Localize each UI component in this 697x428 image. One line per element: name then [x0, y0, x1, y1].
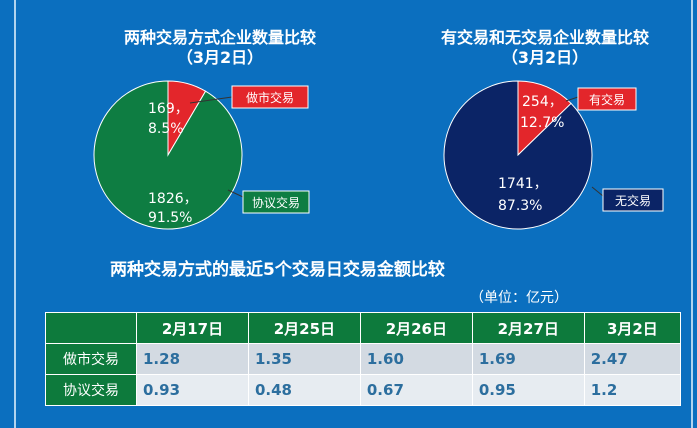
pie2-legend-no-trade: 无交易	[615, 193, 651, 208]
pie1-label-agreement-count: 1826，	[148, 191, 198, 207]
pie2-slice-no-trade	[443, 80, 593, 230]
pie2-leader-no-trade	[591, 186, 604, 197]
table-cell: 0.93	[136, 374, 249, 406]
pie2-legend-box-no-trade	[602, 188, 664, 212]
pie1-legend-box-market-making	[231, 85, 309, 109]
left-border-line	[14, 0, 16, 428]
pie2-label-no-trade-percent: 87.3%	[498, 198, 542, 214]
table-cell: 1.2	[583, 374, 682, 406]
pie2-legend-box-with-trade	[577, 87, 637, 111]
table-row-header: 协议交易	[45, 374, 137, 406]
pie1-legend-market-making: 做市交易	[246, 90, 294, 105]
table-col-header: 2月25日	[247, 312, 361, 344]
table-col-header: 2月27日	[471, 312, 585, 344]
table-row-market-making: 做市交易 1.28 1.35 1.60 1.69 2.47	[45, 343, 682, 375]
table-cell: 0.48	[247, 374, 361, 406]
table-corner-cell	[45, 312, 137, 344]
pie2-slice-with-trade	[517, 80, 572, 157]
unit-label: （单位：亿元）	[470, 290, 568, 306]
table-cell: 1.28	[136, 343, 249, 375]
table-col-header: 2月26日	[359, 312, 473, 344]
table-cell: 1.60	[359, 343, 473, 375]
table-row-header: 做市交易	[45, 343, 137, 375]
amount-table: 2月17日 2月25日 2月26日 2月27日 3月2日 做市交易 1.28 1…	[45, 312, 682, 406]
pie2-label-with-trade-percent: 12.7%	[520, 115, 564, 131]
table-cell: 2.47	[583, 343, 682, 375]
table-cell: 1.69	[471, 343, 585, 375]
pie1-label-agreement-percent: 91.5%	[148, 210, 192, 226]
pie1-label-market-making-count: 169，	[148, 101, 189, 117]
table-col-header: 3月2日	[583, 312, 682, 344]
pie2-title: 有交易和无交易企业数量比较 （3月2日）	[395, 28, 695, 68]
pie1-slice-agreement	[93, 80, 243, 230]
table-header-row: 2月17日 2月25日 2月26日 2月27日 3月2日	[45, 312, 682, 344]
pie1-title-line1: 两种交易方式企业数量比较	[123, 28, 316, 47]
pie1-label-market-making-percent: 8.5%	[148, 121, 184, 137]
pie1-title-line2: （3月2日）	[176, 48, 264, 67]
pie2-title-line2: （3月2日）	[501, 48, 589, 67]
pie2-leader-with-trade	[565, 96, 579, 102]
table-cell: 0.95	[471, 374, 585, 406]
pie2-label-with-trade-count: 254，	[522, 94, 563, 110]
table-cell: 1.35	[247, 343, 361, 375]
right-border-line	[691, 0, 693, 428]
pie1-leader-agreement	[227, 189, 244, 198]
table-row-agreement: 协议交易 0.93 0.48 0.67 0.95 1.2	[45, 374, 682, 406]
table-col-header: 2月17日	[136, 312, 249, 344]
pie1-leader-market-making	[189, 96, 233, 104]
pie2-label-no-trade-count: 1741，	[498, 176, 548, 192]
pie1-legend-box-agreement	[242, 190, 310, 214]
table-cell: 0.67	[359, 374, 473, 406]
pie1-title: 两种交易方式企业数量比较 （3月2日）	[60, 28, 380, 68]
pie1-legend-agreement: 协议交易	[252, 195, 300, 210]
pie2-legend-with-trade: 有交易	[589, 92, 625, 107]
table-title: 两种交易方式的最近5个交易日交易金额比较	[110, 260, 445, 280]
pie2-title-line1: 有交易和无交易企业数量比较	[440, 28, 649, 47]
